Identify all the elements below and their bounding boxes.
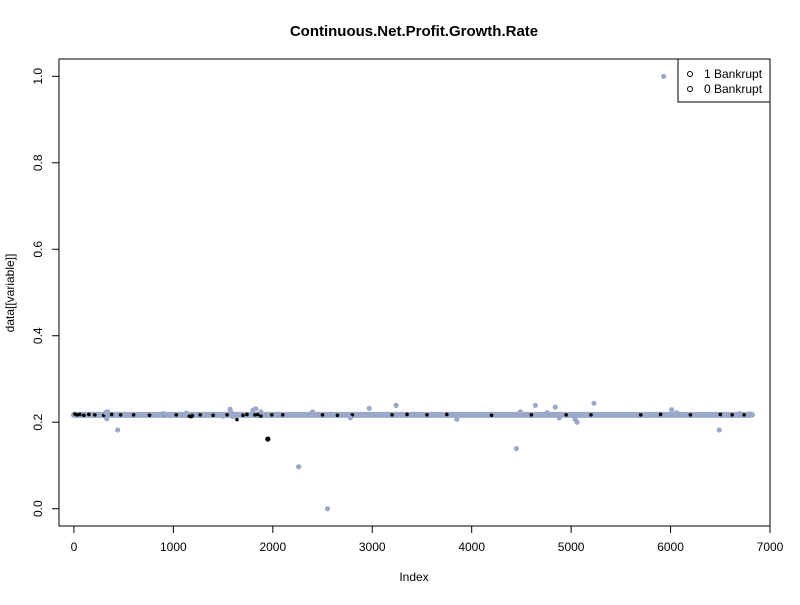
y-tick-label: 0.4 (31, 327, 45, 344)
point-0-bankrupt (296, 464, 302, 470)
point-1-bankrupt (529, 413, 534, 417)
y-axis-label: data[[variable]] (3, 254, 17, 333)
x-tick-label: 6000 (657, 540, 684, 554)
point-1-bankrupt (256, 412, 260, 417)
y-tick-label: 0.8 (31, 154, 45, 171)
x-tick-label: 5000 (558, 540, 585, 554)
point-0-bankrupt (591, 400, 597, 406)
point-0-bankrupt (552, 404, 558, 410)
legend-box (677, 58, 771, 103)
point-1-bankrupt (225, 413, 229, 417)
point-1-bankrupt (75, 413, 79, 417)
point-1-bankrupt (92, 413, 97, 417)
x-tick-label: 3000 (359, 540, 386, 554)
point-0-bankrupt (366, 405, 372, 411)
point-0-bankrupt (347, 415, 353, 421)
x-tick-label: 7000 (757, 540, 784, 554)
y-tick-label: 1.0 (31, 68, 45, 85)
point-1-bankrupt (147, 413, 152, 418)
x-tick-label: 4000 (458, 540, 485, 554)
point-1-bankrupt (730, 413, 735, 417)
point-0-bankrupt (258, 409, 264, 415)
point-0-bankrupt (183, 410, 189, 416)
point-0-bankrupt (454, 416, 460, 422)
point-1-bankrupt (638, 413, 643, 417)
point-1-bankrupt (118, 413, 123, 417)
point-1-bankrupt (445, 412, 449, 417)
point-0-bankrupt (673, 410, 680, 416)
legend-marker (687, 86, 693, 92)
point-1-bankrupt (198, 413, 203, 417)
point-0-bankrupt (253, 406, 259, 412)
point-1-bankrupt (564, 413, 568, 417)
point-0-bankrupt (324, 506, 331, 512)
point-1-bankrupt (425, 413, 429, 417)
point-1-bankrupt (335, 413, 340, 418)
point-1-bankrupt (589, 413, 593, 417)
point-1-bankrupt (82, 413, 86, 418)
point-0-bankrupt (517, 409, 524, 415)
point-0-bankrupt (115, 427, 121, 433)
point-0-bankrupt (160, 410, 167, 417)
point-1-bankrupt (390, 413, 394, 417)
y-tick-label: 0.0 (31, 500, 45, 517)
x-axis: 0 1000 2000 3000 4000 5000 6000 7000 (71, 525, 784, 554)
x-tick-label: 1000 (160, 540, 187, 554)
point-1-bankrupt (658, 412, 663, 417)
point-1-bankrupt (280, 413, 285, 417)
chart-title: Continuous.Net.Profit.Growth.Rate (290, 23, 538, 40)
point-0-bankrupt (737, 410, 743, 417)
point-1-bankrupt (78, 412, 82, 417)
point-0-bankrupt (228, 409, 234, 415)
point-1-bankrupt (253, 413, 257, 417)
legend-marker (687, 71, 693, 77)
plot-area (70, 73, 755, 512)
point-1-bankrupt-outlier (265, 436, 271, 442)
point-1-bankrupt (718, 412, 723, 417)
point-1-bankrupt (131, 413, 136, 417)
point-0-bankrupt (574, 419, 580, 425)
point-0-bankrupt (105, 409, 111, 415)
point-0-bankrupt (556, 415, 562, 421)
point-1-bankrupt (742, 413, 746, 417)
point-1-bankrupt (87, 412, 91, 417)
point-1-bankrupt (241, 413, 245, 418)
plot-frame (58, 58, 771, 527)
y-axis: 0.0 0.2 0.4 0.6 0.8 1.0 (31, 68, 60, 517)
point-1-bankrupt (489, 413, 494, 418)
point-0-bankrupt (220, 413, 226, 419)
point-1-bankrupt (109, 412, 114, 417)
point-1-bankrupt (270, 413, 274, 417)
point-1-bankrupt (259, 414, 263, 418)
legend-label: 1 Bankrupt (704, 67, 763, 81)
point-0-bankrupt (104, 416, 110, 422)
point-1-bankrupt (320, 413, 325, 417)
x-axis-label: Index (399, 570, 428, 584)
point-0-bankrupt (660, 73, 667, 79)
point-0-bankrupt (309, 409, 316, 415)
point-0-bankrupt (747, 411, 753, 417)
x-tick-label: 0 (71, 540, 78, 554)
point-0-bankrupt (513, 445, 520, 452)
point-0-bankrupt (716, 427, 722, 433)
x-tick-label: 2000 (259, 540, 286, 554)
point-0-bankrupt (230, 414, 236, 420)
point-0-bankrupt (668, 407, 675, 413)
y-tick-label: 0.2 (31, 414, 45, 431)
point-0-bankrupt (393, 402, 399, 408)
point-0-bankrupt (544, 410, 550, 416)
point-1-bankrupt (245, 412, 249, 417)
point-1-bankrupt (211, 413, 215, 418)
point-1-bankrupt (235, 417, 239, 422)
point-1-bankrupt (174, 413, 179, 417)
point-1-bankrupt (405, 412, 409, 417)
point-0-bankrupt (532, 402, 538, 408)
y-tick-label: 0.6 (31, 241, 45, 258)
legend-label: 0 Bankrupt (704, 82, 763, 96)
point-1-bankrupt (688, 413, 693, 417)
point-1-bankrupt (190, 413, 195, 418)
